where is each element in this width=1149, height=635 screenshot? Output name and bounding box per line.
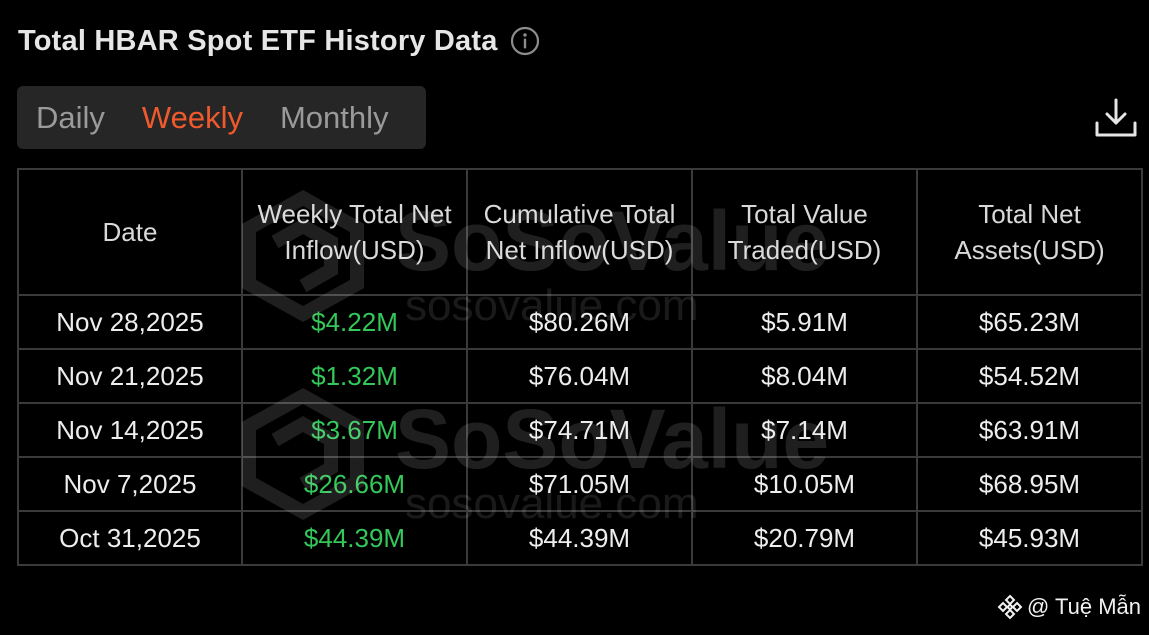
- column-header-date: Date: [17, 168, 243, 296]
- weekly-inflow-cell: $3.67M: [241, 402, 468, 458]
- credit-text: @ Tuệ Mẫn: [1026, 594, 1141, 619]
- table-row: Nov 14,2025 $3.67M $74.71M $7.14M $63.91…: [17, 402, 1143, 458]
- date-cell: Nov 21,2025: [17, 348, 243, 404]
- value-traded-cell: $5.91M: [691, 294, 918, 350]
- weekly-inflow-cell: $26.66M: [241, 456, 468, 512]
- date-cell: Nov 14,2025: [17, 402, 243, 458]
- column-header-cumulative-inflow: Cumulative Total Net Inflow(USD): [466, 168, 693, 296]
- column-header-weekly-inflow: Weekly Total Net Inflow(USD): [241, 168, 468, 296]
- cumulative-inflow-cell: $44.39M: [466, 510, 693, 566]
- cumulative-inflow-cell: $74.71M: [466, 402, 693, 458]
- weekly-inflow-cell: $44.39M: [241, 510, 468, 566]
- net-assets-cell: $65.23M: [916, 294, 1143, 350]
- table-row: Nov 28,2025 $4.22M $80.26M $5.91M $65.23…: [17, 294, 1143, 350]
- info-icon[interactable]: [510, 26, 540, 56]
- table-row: Oct 31,2025 $44.39M $44.39M $20.79M $45.…: [17, 510, 1143, 566]
- net-assets-cell: $54.52M: [916, 348, 1143, 404]
- net-assets-cell: $45.93M: [916, 510, 1143, 566]
- tab-daily[interactable]: Daily: [36, 99, 105, 135]
- value-traded-cell: $10.05M: [691, 456, 918, 512]
- period-tabs: Daily Weekly Monthly: [17, 86, 426, 149]
- column-header-value-traded: Total Value Traded(USD): [691, 168, 918, 296]
- author-credit: @ Tuệ Mẫn: [997, 594, 1141, 620]
- tab-monthly[interactable]: Monthly: [279, 99, 389, 135]
- table-row: Nov 21,2025 $1.32M $76.04M $8.04M $54.52…: [17, 348, 1143, 404]
- tab-weekly[interactable]: Weekly: [141, 99, 243, 135]
- weekly-inflow-cell: $4.22M: [241, 294, 468, 350]
- table-header-row: Date Weekly Total Net Inflow(USD) Cumula…: [17, 168, 1143, 296]
- binance-logo-icon: [997, 594, 1023, 620]
- column-header-net-assets: Total Net Assets(USD): [916, 168, 1143, 296]
- etf-history-table: Date Weekly Total Net Inflow(USD) Cumula…: [17, 168, 1143, 566]
- date-cell: Nov 28,2025: [17, 294, 243, 350]
- value-traded-cell: $20.79M: [691, 510, 918, 566]
- date-cell: Nov 7,2025: [17, 456, 243, 512]
- value-traded-cell: $7.14M: [691, 402, 918, 458]
- download-icon[interactable]: [1094, 97, 1138, 139]
- net-assets-cell: $68.95M: [916, 456, 1143, 512]
- cumulative-inflow-cell: $71.05M: [466, 456, 693, 512]
- weekly-inflow-cell: $1.32M: [241, 348, 468, 404]
- cumulative-inflow-cell: $80.26M: [466, 294, 693, 350]
- cumulative-inflow-cell: $76.04M: [466, 348, 693, 404]
- value-traded-cell: $8.04M: [691, 348, 918, 404]
- page-title: Total HBAR Spot ETF History Data: [18, 24, 498, 57]
- date-cell: Oct 31,2025: [17, 510, 243, 566]
- table-row: Nov 7,2025 $26.66M $71.05M $10.05M $68.9…: [17, 456, 1143, 512]
- net-assets-cell: $63.91M: [916, 402, 1143, 458]
- title-row: Total HBAR Spot ETF History Data: [18, 20, 540, 62]
